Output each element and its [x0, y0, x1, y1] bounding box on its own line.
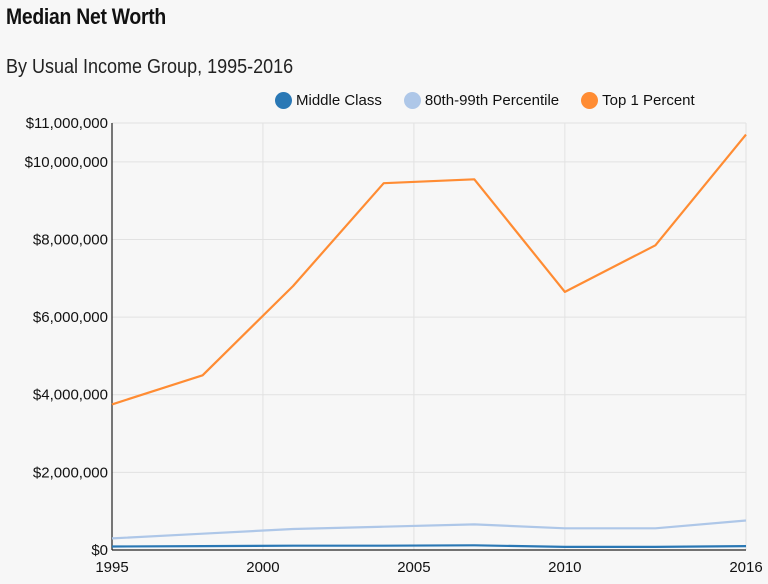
tick-labels: $0 $2,000,000 $4,000,000 $6,000,000 $8,000,0…: [25, 115, 763, 576]
legend-item-top-1-percent[interactable]: Top 1 Percent: [581, 92, 695, 109]
grid: [112, 122, 747, 550]
y-tick-label: $10,000,000: [25, 154, 108, 171]
y-tick-label: $0: [91, 542, 108, 559]
series-line-top-1-percent: [111, 133, 747, 406]
x-tick-label: 1995: [95, 559, 128, 576]
legend-item-middle-class[interactable]: Middle Class: [275, 92, 382, 109]
legend-swatch-middle-class: [275, 92, 292, 109]
y-tick-label: $2,000,000: [33, 464, 108, 481]
legend-swatch-80th-99th-percentile: [403, 92, 421, 109]
y-tick-label: $6,000,000: [33, 309, 108, 326]
series-line-middle-class: [111, 544, 747, 549]
axes: [111, 123, 746, 551]
series-line-80th-99th-percentile: [111, 519, 747, 540]
chart-title: Median Net Worth: [6, 4, 166, 29]
legend-swatch-top-1-percent: [581, 92, 599, 109]
chart-subtitle: By Usual Income Group, 1995-2016: [6, 56, 294, 78]
legend-item-80th-99th-percentile[interactable]: 80th-99th Percentile: [403, 92, 560, 109]
legend: Middle Class 80th-99th Percentile Top 1 …: [275, 92, 717, 109]
series-lines: [111, 133, 747, 549]
y-tick-label: $8,000,000: [33, 231, 108, 248]
legend-label-80th-99th-percentile: 80th-99th Percentile: [424, 92, 560, 109]
x-tick-label: 2005: [397, 559, 430, 576]
x-tick-label: 2010: [548, 559, 581, 576]
y-tick-label: $4,000,000: [33, 387, 108, 404]
y-tick-label: $11,000,000: [26, 115, 108, 132]
legend-label-middle-class: Middle Class: [296, 92, 382, 109]
x-tick-label: 2000: [246, 559, 279, 576]
legend-label-top-1-percent: Top 1 Percent: [602, 92, 695, 109]
x-tick-label: 2016: [729, 559, 762, 576]
